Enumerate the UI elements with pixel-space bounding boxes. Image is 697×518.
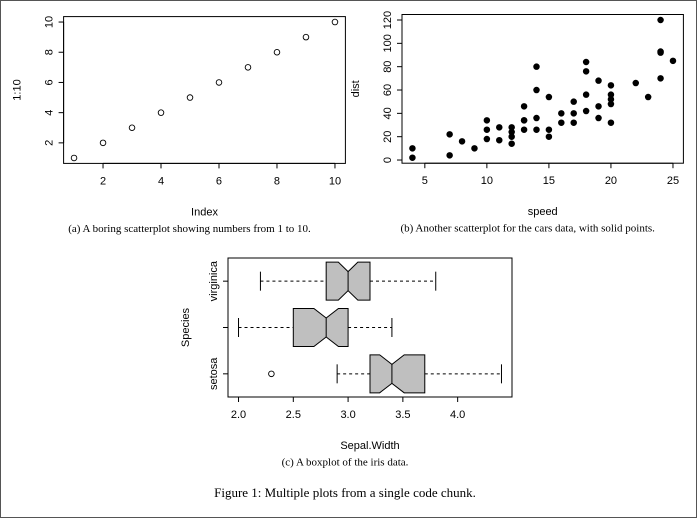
x-tick-label: 20 [605,175,617,187]
point [607,82,615,89]
x-tick-label: 10 [481,175,493,187]
point [215,79,223,86]
point [458,138,466,145]
x-tick-label: 25 [667,175,679,187]
point [128,124,136,132]
point [582,68,590,75]
y-axis-label: Species [180,307,192,347]
y-tick-label: 120 [382,11,394,29]
x-tick-label: 8 [274,175,280,187]
y-tick-label: 0 [382,157,394,163]
point [570,119,577,126]
x-axis-label: Sepal.Width [340,440,399,452]
point [483,126,491,133]
point [508,140,515,147]
y-axis-label: 1:10 [12,79,24,100]
point [273,48,281,56]
point [533,86,540,94]
x-tick-label: 4 [158,175,164,187]
y-tick-label: 100 [382,34,394,52]
y-tick-label: 20 [382,131,394,143]
point [545,126,553,133]
point [496,124,503,131]
point [520,103,528,110]
point [157,109,165,116]
x-tick-label: 3.0 [340,409,355,421]
x-tick-label: 5 [422,175,428,187]
x-tick-label: 4.0 [450,409,465,421]
point [632,79,640,87]
subcaption: (c) A boxplot of the iris data. [282,457,409,469]
point [533,114,540,122]
point [545,133,553,140]
x-tick-label: 2.0 [231,409,246,421]
point [545,93,553,101]
point [582,91,590,98]
box [292,308,349,347]
point [644,93,652,101]
x-tick-label: 6 [216,175,222,187]
point [595,114,602,122]
point [471,145,478,152]
x-tick-label: 3.5 [395,409,410,421]
x-axis-label: Index [191,206,218,218]
point [595,77,602,84]
subcaption: (a) A boring scatterplot showing numbers… [68,223,311,235]
y-tick-label: 80 [382,61,394,73]
point [533,63,540,70]
point [483,117,491,124]
x-tick-label: 2 [100,175,106,187]
point [70,154,78,162]
point [657,75,664,82]
x-axis-label: speed [528,206,558,218]
y-tick-label: 10 [44,16,56,28]
y-tick-label: 4 [44,110,56,116]
point [657,16,664,24]
point [669,57,677,65]
point [533,126,540,133]
point [558,110,565,117]
outlier [268,370,275,378]
y-tick-label: 8 [44,49,56,55]
point [409,154,416,161]
point [657,48,664,55]
x-tick-label: 10 [329,175,341,187]
point [186,94,194,101]
point [508,124,515,131]
point [446,152,453,159]
point [520,126,528,133]
box [369,354,426,394]
y-tick-label: 2 [44,140,56,146]
x-tick-label: 2.5 [286,409,301,421]
point [244,64,252,71]
point [483,135,491,143]
point [446,131,453,138]
subcaption: (b) Another scatterplot for the cars dat… [400,223,655,235]
point [570,98,577,105]
point [570,110,577,117]
y-tick-label: setosa [208,357,220,390]
y-tick-label: 6 [44,79,56,85]
point [99,139,107,147]
point [595,103,602,110]
point [331,18,339,26]
point [520,117,528,124]
point [496,136,503,144]
point [558,119,565,126]
point [582,107,590,115]
point [409,145,416,152]
point [607,119,615,126]
point [302,33,310,41]
point [607,91,615,98]
y-tick-label: 60 [382,84,394,96]
y-axis-label: dist [350,80,362,97]
y-tick-label: 40 [382,107,394,119]
y-tick-label: virginica [208,260,220,301]
x-tick-label: 15 [543,175,555,187]
figure-caption: Figure 1: Multiple plots from a single c… [214,485,476,500]
point [582,58,590,66]
